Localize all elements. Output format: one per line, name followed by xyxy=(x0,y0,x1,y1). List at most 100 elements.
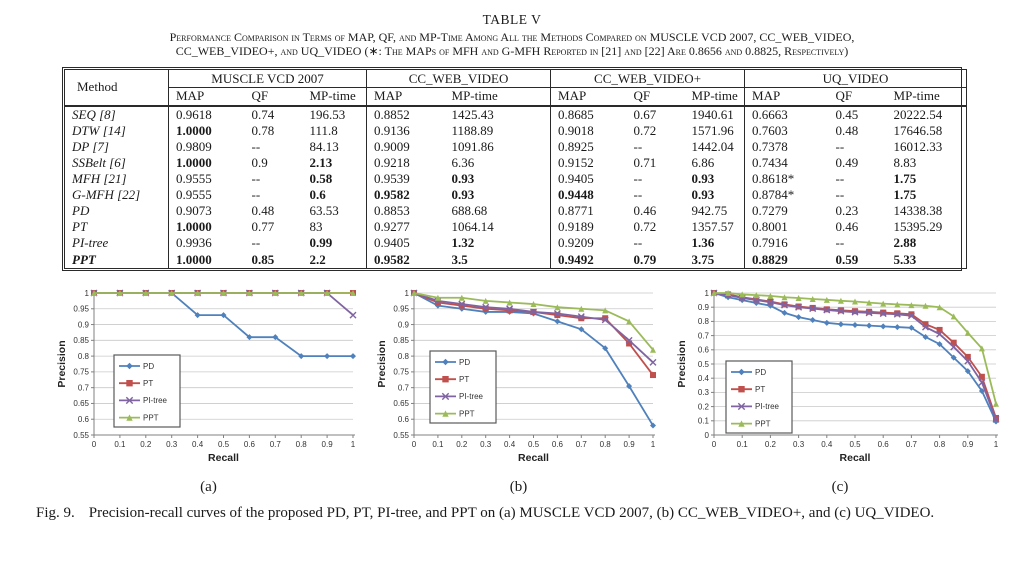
value-cell: 1425.43 xyxy=(451,106,494,122)
svg-text:0.9: 0.9 xyxy=(624,440,636,449)
value-cell: 0.23 xyxy=(835,203,859,219)
chart-a-sublabel: (a) xyxy=(200,478,217,495)
pr-chart-c-plot: 0 0.1 0.2 0.3 0.4 0.5 0.6 0.7 0.8 0.9 1 0 0.1 0.2 0.3 0… xyxy=(676,283,1004,479)
svg-text:0.1: 0.1 xyxy=(114,440,126,449)
value-cell: -- xyxy=(633,235,643,251)
value-cell: 17646.58 xyxy=(893,122,943,138)
value-cell: 0.8784* xyxy=(744,187,829,204)
value-cell: 1188.89 xyxy=(451,122,494,138)
method-cell: DTW [14] xyxy=(72,122,126,138)
value-cell: 6.86 xyxy=(691,154,715,170)
svg-text:0.6: 0.6 xyxy=(552,440,564,449)
col-header-qf: QF xyxy=(633,88,651,104)
value-cell: 0.8771 xyxy=(550,203,627,220)
value-cell: 196.53 xyxy=(309,106,346,122)
value-cell: 0.93 xyxy=(451,187,475,203)
value-cell: 0.9136 xyxy=(366,122,445,139)
value-cell: 1.0000 xyxy=(168,154,245,171)
svg-text:1: 1 xyxy=(85,288,90,297)
value-cell: 0.99 xyxy=(309,235,333,251)
svg-text:0.1: 0.1 xyxy=(737,440,749,449)
value-cell: 0.8829 xyxy=(744,251,829,269)
svg-text:PD: PD xyxy=(459,357,470,366)
svg-text:0.1: 0.1 xyxy=(432,440,444,449)
value-cell: 0.45 xyxy=(835,106,859,122)
value-cell: 0.7434 xyxy=(744,154,829,171)
figure-caption: Fig. 9. Precision-recall curves of the pr… xyxy=(36,505,1024,522)
svg-text:0: 0 xyxy=(92,440,97,449)
table-row: DTW [14] 1.0000 0.78 111.8 0.9136 1188.89 0.90… xyxy=(65,122,967,139)
value-cell: 0.9539 xyxy=(366,170,445,188)
axes: 0 0.1 0.2 0.3 0.4 0.5 0.6 0.7 0.8 0.9 1 0 0.1 0.2 0.3 0… xyxy=(698,288,999,448)
subheader-row: MAP QF MP-time MAP MP-time MAP QF MP-tim… xyxy=(65,87,967,106)
value-cell: 0.9 xyxy=(251,154,268,170)
svg-text:Precision: Precision xyxy=(676,340,688,387)
group-header-uq-video: UQ_VIDEO xyxy=(744,69,967,89)
value-cell: 63.53 xyxy=(309,203,339,219)
svg-text:0.75: 0.75 xyxy=(73,367,89,376)
comparison-table-frame: Method MUSCLE VCD 2007 CC_WEB_VIDEO CC_W… xyxy=(62,67,968,271)
svg-text:PD: PD xyxy=(143,361,154,370)
value-cell: 0.71 xyxy=(633,154,657,170)
group-header-muscle-vcd: MUSCLE VCD 2007 xyxy=(167,69,367,89)
svg-text:0.4: 0.4 xyxy=(504,440,516,449)
svg-text:0.6: 0.6 xyxy=(698,345,710,354)
svg-text:0.5: 0.5 xyxy=(218,440,230,449)
svg-text:Recall: Recall xyxy=(518,452,549,464)
value-cell: 0.9809 xyxy=(168,138,245,155)
axes: 0.55 0.6 0.65 0.7 0.75 0.8 0.85 0.9 0.95 1 0 0.1 0.2… xyxy=(393,288,655,448)
value-cell: 0.9009 xyxy=(366,138,445,155)
value-cell: 0.79 xyxy=(633,251,657,267)
svg-text:0.95: 0.95 xyxy=(393,304,409,313)
svg-text:0.1: 0.1 xyxy=(698,416,710,425)
value-cell: -- xyxy=(633,187,643,203)
method-cell: PI-tree xyxy=(72,235,109,251)
group-header-cc-web-video-plus: CC_WEB_VIDEO+ xyxy=(550,69,745,89)
figure-number: Fig. 9. xyxy=(36,504,75,521)
svg-text:0.9: 0.9 xyxy=(78,320,90,329)
table-body: SEQ [8] 0.9618 0.74 196.53 0.8852 1425.43 0.86… xyxy=(65,105,967,269)
svg-text:0.7: 0.7 xyxy=(698,331,710,340)
value-cell: 1357.57 xyxy=(691,219,734,235)
value-cell: 0.46 xyxy=(633,203,657,219)
value-cell: 16012.33 xyxy=(893,138,943,154)
svg-text:0.85: 0.85 xyxy=(393,336,409,345)
charts-row: 0.55 0.6 0.65 0.7 0.75 0.8 0.85 0.9 0.95 1 0 0.1 0.2… xyxy=(0,283,1024,496)
pr-chart-b: 0.55 0.6 0.65 0.7 0.75 0.8 0.85 0.9 0.95 1 0 0.1 0.2… xyxy=(376,283,661,496)
svg-text:0.4: 0.4 xyxy=(698,374,710,383)
table-subtitle-line1: Performance Comparison in Terms of MAP, … xyxy=(169,30,855,44)
value-cell: 0.9073 xyxy=(168,203,245,220)
svg-text:0.6: 0.6 xyxy=(78,415,90,424)
value-cell: 0.7603 xyxy=(744,122,829,139)
value-cell: -- xyxy=(835,138,845,154)
table-title: TABLE V xyxy=(482,12,542,27)
svg-text:0.7: 0.7 xyxy=(906,440,918,449)
svg-text:0: 0 xyxy=(712,440,717,449)
value-cell: 1442.04 xyxy=(691,138,734,154)
table-row: SEQ [8] 0.9618 0.74 196.53 0.8852 1425.43 0.86… xyxy=(65,105,967,123)
value-cell: 0.48 xyxy=(835,122,859,138)
method-cell: MFH [21] xyxy=(72,170,127,186)
value-cell: 1064.14 xyxy=(451,219,494,235)
value-cell: 0.9018 xyxy=(550,122,627,139)
value-cell: 0.67 xyxy=(633,106,657,122)
value-cell: 0.9618 xyxy=(168,105,245,123)
value-cell: 1571.96 xyxy=(691,122,734,138)
group-header-cc-web-video: CC_WEB_VIDEO xyxy=(366,69,551,89)
value-cell: 0.9936 xyxy=(168,235,245,252)
svg-text:PI-tree: PI-tree xyxy=(459,392,484,401)
col-header-mp-time: MP-time xyxy=(451,88,498,104)
value-cell: 1091.86 xyxy=(451,138,494,154)
svg-text:PPT: PPT xyxy=(459,409,475,418)
svg-text:0: 0 xyxy=(705,430,710,439)
value-cell: -- xyxy=(251,187,261,203)
method-cell: G-MFH [22] xyxy=(72,187,141,203)
value-cell: 0.77 xyxy=(251,219,275,235)
chart-b-sublabel: (b) xyxy=(509,478,528,495)
value-cell: -- xyxy=(633,170,643,186)
value-cell: 942.75 xyxy=(691,203,728,219)
value-cell: 0.9209 xyxy=(550,235,627,252)
pr-chart-svg-0: 0.55 0.6 0.65 0.7 0.75 0.8 0.85 0.9 0.95 1 0 0.1 0.2… xyxy=(56,288,357,464)
value-cell: 0.58 xyxy=(309,170,333,186)
table-row: PI-tree 0.9936 -- 0.99 0.9405 1.32 0.9209 -- 1.3… xyxy=(65,235,967,252)
